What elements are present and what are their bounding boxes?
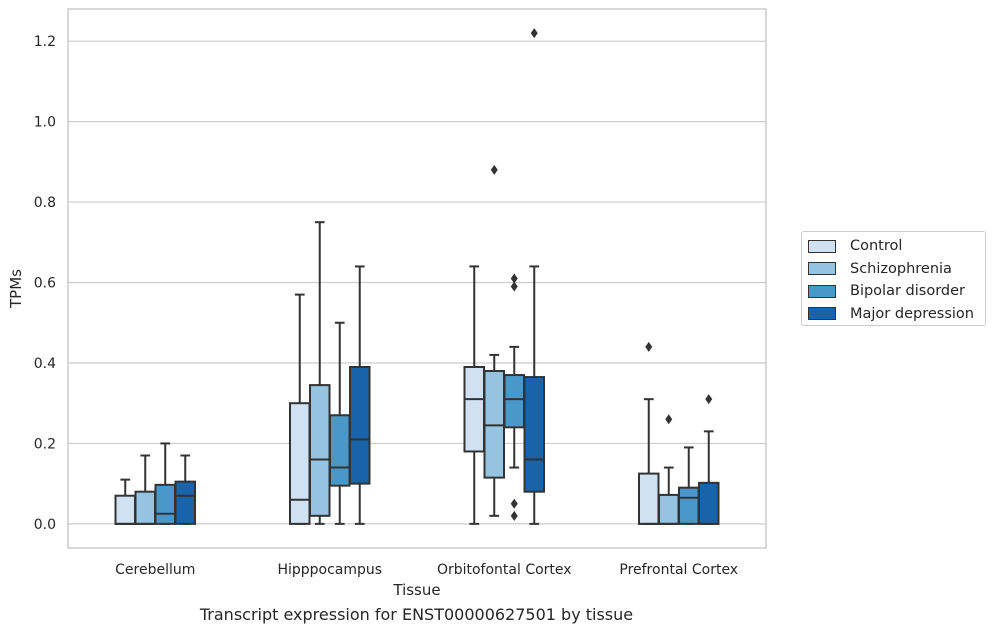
box-control: [114, 494, 136, 525]
chart-caption: Transcript expression for ENST0000062750…: [199, 605, 634, 624]
outlier-point: [510, 510, 518, 521]
outlier-point: [490, 164, 498, 175]
outlier-point: [510, 273, 518, 284]
box-major-depression: [698, 481, 720, 525]
x-tick-label: Orbitofontal Cortex: [437, 562, 572, 578]
box-major-depression: [349, 365, 371, 485]
box-bipolar-disorder: [154, 483, 176, 525]
outlier-point: [510, 281, 518, 292]
box-schizophrenia: [483, 370, 505, 479]
box-bipolar-disorder: [329, 414, 351, 487]
legend-item-major-depression: Major depression: [808, 303, 985, 326]
box-control: [463, 365, 485, 453]
legend-label-major-depression: Major depression: [850, 305, 974, 322]
y-tick-label: 0.6: [34, 276, 56, 292]
box-major-depression: [174, 480, 196, 525]
legend-item-schizophrenia: Schizophrenia: [808, 258, 985, 281]
x-axis-label: Tissue: [392, 581, 440, 599]
x-tick-label: Cerebellum: [115, 562, 195, 578]
outlier-point: [645, 341, 653, 352]
box-bipolar-disorder: [503, 374, 525, 429]
y-tick-label: 1.0: [34, 115, 56, 131]
legend-swatch-bipolar-disorder: [808, 284, 836, 298]
y-tick-label: 0.0: [34, 517, 56, 533]
legend-item-bipolar-disorder: Bipolar disorder: [808, 280, 985, 303]
box-bipolar-disorder: [678, 486, 700, 525]
box-major-depression: [523, 376, 545, 493]
outlier-point: [510, 498, 518, 509]
y-tick-label: 0.2: [34, 436, 56, 452]
legend-item-control: Control: [808, 235, 985, 258]
outlier-point: [530, 28, 538, 39]
box-control: [638, 472, 660, 525]
legend-label-control: Control: [850, 238, 903, 255]
box-control: [289, 402, 311, 525]
y-tick-label: 1.2: [34, 34, 56, 50]
outlier-point: [705, 394, 713, 405]
legend-label-bipolar-disorder: Bipolar disorder: [850, 283, 965, 300]
legend-swatch-control: [808, 239, 836, 253]
box-schizophrenia: [134, 490, 156, 525]
y-tick-label: 0.8: [34, 195, 56, 211]
chart-legend: Control Schizophrenia Bipolar disorder M…: [801, 231, 986, 326]
y-tick-label: 0.4: [34, 356, 56, 372]
box-schizophrenia: [309, 384, 331, 517]
legend-swatch-major-depression: [808, 307, 836, 321]
x-tick-label: Prefrontal Cortex: [619, 562, 738, 578]
box-schizophrenia: [658, 493, 680, 525]
legend-label-schizophrenia: Schizophrenia: [850, 260, 952, 277]
plot-frame: [67, 8, 767, 549]
legend-swatch-schizophrenia: [808, 262, 836, 276]
y-axis-label: TPMs: [7, 269, 25, 309]
x-tick-label: Hipppocampus: [277, 562, 382, 578]
outlier-point: [665, 414, 673, 425]
